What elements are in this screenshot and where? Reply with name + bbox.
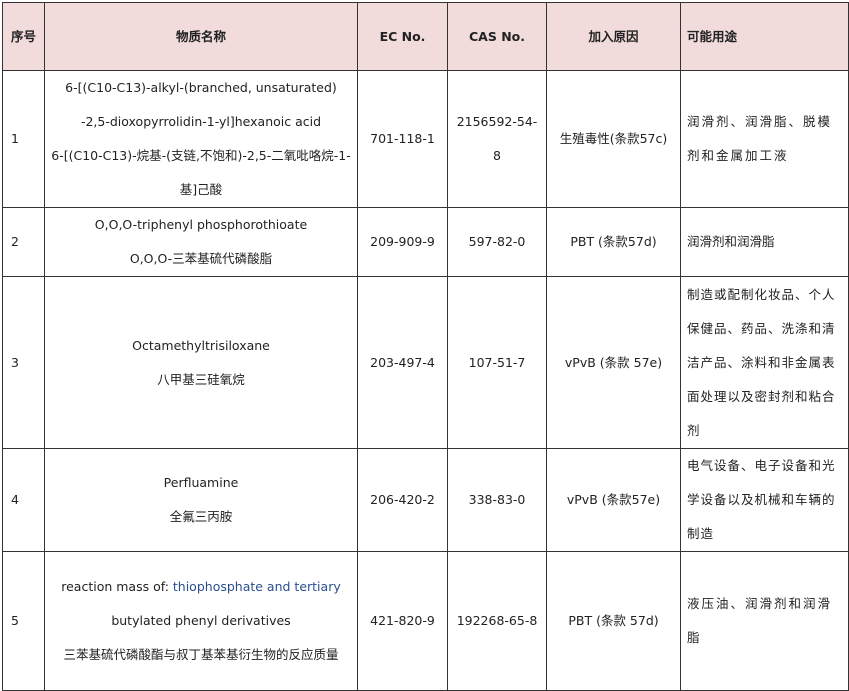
name-en-part: reaction mass of: <box>61 579 173 594</box>
cell-index: 5 <box>2 551 45 691</box>
table-row: 1 6-[(C10-C13)-alkyl-(branched, unsatura… <box>2 70 849 208</box>
cell-index: 1 <box>2 70 45 208</box>
cell-use: 电气设备、电子设备和光学设备以及机械和车辆的制造 <box>680 448 849 552</box>
header-ec: EC No. <box>357 2 448 71</box>
header-use: 可能用途 <box>680 2 849 71</box>
cell-use: 液压油、润滑剂和润滑脂 <box>680 551 849 691</box>
header-reason: 加入原因 <box>546 2 681 71</box>
name-cn: 全氟三丙胺 <box>169 509 233 524</box>
cell-reason: vPvB (条款57e) <box>546 448 681 552</box>
name-en: 6-[(C10-C13)-alkyl-(branched, unsaturate… <box>65 80 337 95</box>
name-cn: 6-[(C10-C13)-烷基-(支链,不饱和)-2,5-二氧吡咯烷-1-基]己… <box>51 148 351 197</box>
cell-cas: 107-51-7 <box>447 276 547 449</box>
cell-use: 制造或配制化妆品、个人保健品、药品、洗涤和清洁产品、涂料和非金属表面处理以及密封… <box>680 276 849 449</box>
name-en: Perfluamine <box>163 475 239 490</box>
name-en: -2,5-dioxopyrrolidin-1-yl]hexanoic acid <box>80 114 322 129</box>
name-en-part: thiophosphate and tertiary <box>172 579 341 594</box>
header-cas: CAS No. <box>447 2 547 71</box>
cell-reason: 生殖毒性(条款57c) <box>546 70 681 208</box>
cell-use: 润滑剂、润滑脂、脱模剂和金属加工液 <box>680 70 849 208</box>
name-cn: 三苯基硫代磷酸酯与叔丁基苯基衍生物的反应质量 <box>63 647 339 662</box>
cell-name: Perfluamine 全氟三丙胺 <box>44 448 358 552</box>
cell-index: 3 <box>2 276 45 449</box>
cell-index: 2 <box>2 207 45 277</box>
name-cn: 八甲基三硅氧烷 <box>157 371 245 387</box>
cell-cas: 597-82-0 <box>447 207 547 277</box>
name-en: Octamethyltrisiloxane <box>132 337 270 353</box>
header-index: 序号 <box>2 2 45 71</box>
name-en: butylated phenyl derivatives <box>111 613 291 628</box>
cell-use: 润滑剂和润滑脂 <box>680 207 849 277</box>
cell-name: reaction mass of: thiophosphate and tert… <box>44 551 358 691</box>
name-en: O,O,O-triphenyl phosphorothioate <box>94 217 308 232</box>
table-row: 5 reaction mass of: thiophosphate and te… <box>2 551 849 691</box>
cell-ec: 203-497-4 <box>357 276 448 449</box>
cell-ec: 206-420-2 <box>357 448 448 552</box>
cell-cas: 2156592-54-8 <box>447 70 547 208</box>
cell-reason: PBT (条款57d) <box>546 207 681 277</box>
cell-cas: 338-83-0 <box>447 448 547 552</box>
cell-name: O,O,O-triphenyl phosphorothioate O,O,O-三苯… <box>44 207 358 277</box>
cell-ec: 209-909-9 <box>357 207 448 277</box>
cell-ec: 421-820-9 <box>357 551 448 691</box>
cell-index: 4 <box>2 448 45 552</box>
header-row: 序号 物质名称 EC No. CAS No. 加入原因 可能用途 <box>2 2 849 71</box>
cell-ec: 701-118-1 <box>357 70 448 208</box>
cell-cas: 192268-65-8 <box>447 551 547 691</box>
cell-name: Octamethyltrisiloxane 八甲基三硅氧烷 <box>44 276 358 449</box>
name-cn: O,O,O-三苯基硫代磷酸脂 <box>129 251 273 266</box>
header-name: 物质名称 <box>44 2 358 71</box>
table-row: 2 O,O,O-triphenyl phosphorothioate O,O,O-… <box>2 207 849 277</box>
cell-reason: vPvB (条款 57e) <box>546 276 681 449</box>
table-row: 4 Perfluamine 全氟三丙胺 206-420-2 338-83-0 vP… <box>2 448 849 552</box>
name-en: reaction mass of: thiophosphate and tert… <box>51 570 351 604</box>
cell-name: 6-[(C10-C13)-alkyl-(branched, unsaturate… <box>44 70 358 208</box>
table-row: 3 Octamethyltrisiloxane 八甲基三硅氧烷 203-497-4… <box>2 276 849 449</box>
cell-reason: PBT (条款 57d) <box>546 551 681 691</box>
